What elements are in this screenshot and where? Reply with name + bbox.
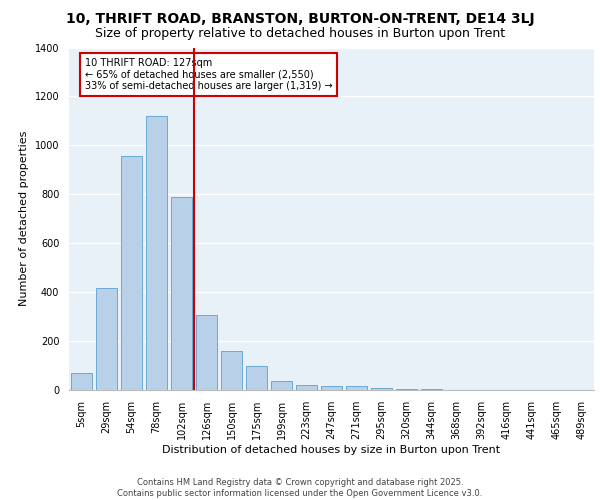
Bar bbox=[221, 351, 242, 390]
Y-axis label: Number of detached properties: Number of detached properties bbox=[19, 131, 29, 306]
Bar bbox=[246, 366, 267, 390]
Bar bbox=[321, 386, 342, 390]
Text: 10, THRIFT ROAD, BRANSTON, BURTON-ON-TRENT, DE14 3LJ: 10, THRIFT ROAD, BRANSTON, BURTON-ON-TRE… bbox=[65, 12, 535, 26]
Bar bbox=[96, 288, 117, 390]
Text: Contains HM Land Registry data © Crown copyright and database right 2025.
Contai: Contains HM Land Registry data © Crown c… bbox=[118, 478, 482, 498]
Bar bbox=[396, 389, 417, 390]
Text: 10 THRIFT ROAD: 127sqm
← 65% of detached houses are smaller (2,550)
33% of semi-: 10 THRIFT ROAD: 127sqm ← 65% of detached… bbox=[85, 58, 332, 91]
X-axis label: Distribution of detached houses by size in Burton upon Trent: Distribution of detached houses by size … bbox=[163, 444, 500, 454]
Bar bbox=[346, 386, 367, 390]
Bar bbox=[121, 156, 142, 390]
Text: Size of property relative to detached houses in Burton upon Trent: Size of property relative to detached ho… bbox=[95, 28, 505, 40]
Bar bbox=[371, 388, 392, 390]
Bar bbox=[71, 373, 92, 390]
Bar bbox=[171, 196, 192, 390]
Bar bbox=[146, 116, 167, 390]
Bar bbox=[196, 316, 217, 390]
Bar bbox=[271, 382, 292, 390]
Bar bbox=[296, 385, 317, 390]
